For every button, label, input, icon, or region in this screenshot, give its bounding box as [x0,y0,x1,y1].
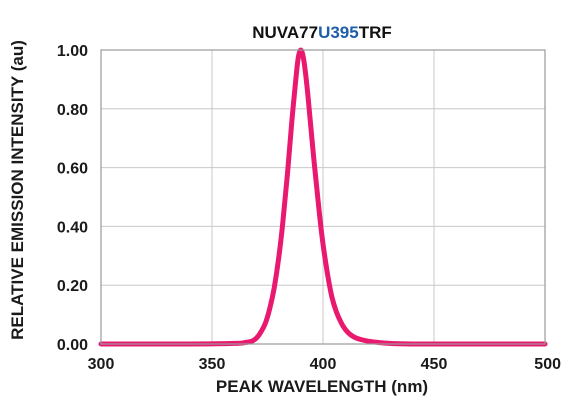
y-tick-label: 0.00 [57,337,88,354]
y-tick-label: 0.40 [57,219,88,236]
y-tick-label: 0.80 [57,102,88,119]
title-part: U395 [318,23,359,42]
x-tick-label: 350 [199,356,226,373]
x-tick-label: 300 [88,356,115,373]
x-tick-label: 400 [310,356,337,373]
x-tick-label: 500 [534,356,561,373]
x-tick-label: 450 [421,356,448,373]
x-axis-label: PEAK WAVELENGTH (nm) [216,377,428,396]
y-tick-label: 0.60 [57,161,88,178]
series-layer [98,47,548,347]
series-line [98,47,548,347]
grid [100,49,546,345]
title-part: NUVA77 [252,23,318,42]
y-axis-label: RELATIVE EMISSION INTENSITY (au) [8,40,27,340]
y-tick-label: 0.20 [57,278,88,295]
plot-frame [100,49,546,345]
chart-title: NUVA77U395TRF [252,23,392,42]
x-tick-labels: 300 350 400 450 500 [88,356,561,373]
y-tick-label: 1.00 [57,43,88,60]
y-tick-labels: 0.00 0.20 0.40 0.60 0.80 1.00 [57,43,88,354]
title-part: TRF [359,23,392,42]
